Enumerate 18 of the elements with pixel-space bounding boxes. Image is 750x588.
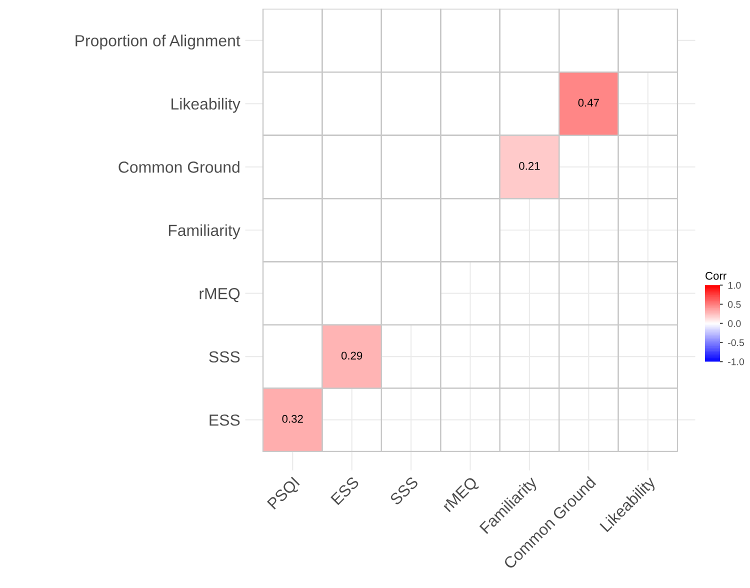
data-label: 0.21 — [519, 162, 540, 170]
y-tick-label: Familiarity — [168, 224, 240, 240]
y-tick-label: Likeability — [172, 98, 240, 113]
color-bar-title: Corr — [706, 272, 726, 280]
data-label: 0.29 — [341, 352, 362, 360]
color-bar-label: -0.5 — [728, 339, 744, 346]
y-tick-label: Common Ground — [118, 161, 240, 173]
x-tick-label: SSS — [389, 476, 419, 506]
y-tick-label: Proportion of Alignment — [76, 34, 240, 50]
y-tick-label: rMEQ — [200, 288, 240, 302]
color-bar-label: 1.0 — [728, 282, 741, 289]
color-bar-label: -1.0 — [728, 358, 744, 366]
y-tick-label: SSS — [209, 351, 240, 363]
data-label: 0.47 — [578, 98, 599, 107]
y-tick-label: ESS — [210, 414, 240, 426]
color-bar-label: 0.0 — [728, 320, 741, 328]
color-bar-label: 0.5 — [728, 301, 741, 308]
data-label: 0.32 — [282, 414, 303, 423]
